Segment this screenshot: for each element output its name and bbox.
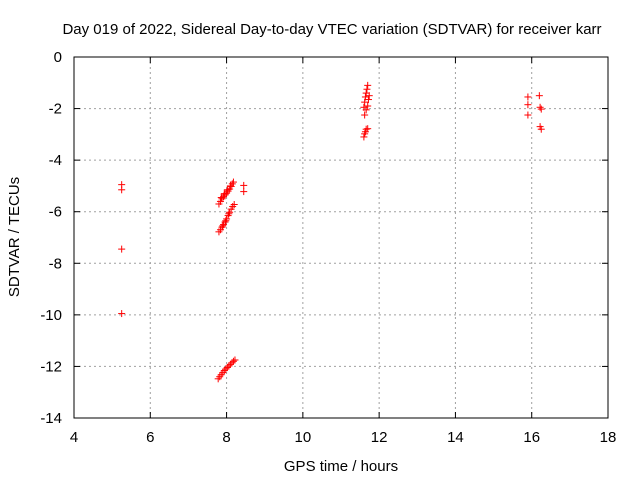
data-point: [361, 111, 369, 119]
data-point: [225, 362, 233, 370]
data-point: [360, 133, 368, 141]
x-tick-label: 8: [222, 429, 230, 446]
data-point: [230, 200, 238, 208]
y-axis: 0 -2 -4 -6 -8 -10 -12 -14: [40, 49, 608, 427]
data-point: [226, 208, 234, 216]
x-tick-label: 14: [447, 429, 464, 446]
data-point: [536, 103, 544, 111]
data-point: [118, 310, 126, 318]
data-point: [224, 212, 232, 220]
data-point: [222, 217, 230, 225]
data-point: [362, 125, 370, 133]
grid-lines: [74, 57, 608, 418]
plot-frame: [73, 56, 609, 419]
data-point: [364, 125, 372, 133]
y-tick-label: -12: [40, 358, 62, 375]
x-tick-label: 6: [146, 429, 154, 446]
data-point: [524, 111, 532, 119]
data-point: [524, 101, 532, 109]
y-tick-label: -4: [49, 152, 62, 169]
x-tick-label: 10: [295, 429, 312, 446]
data-point: [240, 188, 248, 196]
data-point: [221, 191, 229, 199]
data-point: [223, 186, 231, 194]
y-axis-label: SDTVAR / TECUs: [6, 177, 23, 297]
data-point: [537, 105, 545, 113]
data-points: [118, 81, 545, 383]
data-point: [364, 102, 372, 110]
data-point: [222, 365, 230, 373]
y-tick-label: -6: [49, 204, 62, 221]
data-point: [362, 106, 370, 114]
x-axis: 4 6 8 10 12 14 16 18: [70, 57, 617, 446]
data-point: [217, 194, 225, 202]
data-point: [118, 186, 126, 194]
data-point: [221, 218, 229, 226]
data-point: [228, 359, 236, 367]
data-point: [364, 96, 372, 104]
x-axis-label: GPS time / hours: [284, 458, 398, 475]
chart-title: Day 019 of 2022, Sidereal Day-to-day VTE…: [62, 21, 601, 38]
y-tick-label: 0: [54, 49, 62, 66]
y-tick-label: -10: [40, 307, 62, 324]
x-tick-label: 18: [600, 429, 617, 446]
x-tick-label: 12: [371, 429, 388, 446]
data-point: [220, 367, 228, 375]
data-point: [226, 182, 234, 190]
data-point: [229, 178, 237, 186]
data-point: [225, 210, 233, 218]
y-tick-label: -2: [49, 101, 62, 118]
data-point: [361, 98, 369, 106]
data-point: [220, 190, 228, 198]
data-point: [535, 92, 543, 100]
y-tick-label: -14: [40, 410, 62, 427]
data-point: [219, 222, 227, 230]
data-point: [365, 92, 373, 100]
data-point: [364, 81, 372, 89]
y-tick-label: -8: [49, 255, 62, 272]
x-tick-label: 4: [70, 429, 78, 446]
x-tick-label: 16: [523, 429, 540, 446]
data-point: [223, 215, 231, 223]
data-point: [231, 356, 239, 364]
data-point: [223, 363, 231, 371]
data-point: [537, 125, 545, 133]
data-point: [118, 245, 126, 253]
data-point: [363, 85, 371, 93]
data-point: [240, 181, 248, 189]
data-point: [229, 357, 237, 365]
data-point: [524, 93, 532, 101]
data-point: [226, 360, 234, 368]
